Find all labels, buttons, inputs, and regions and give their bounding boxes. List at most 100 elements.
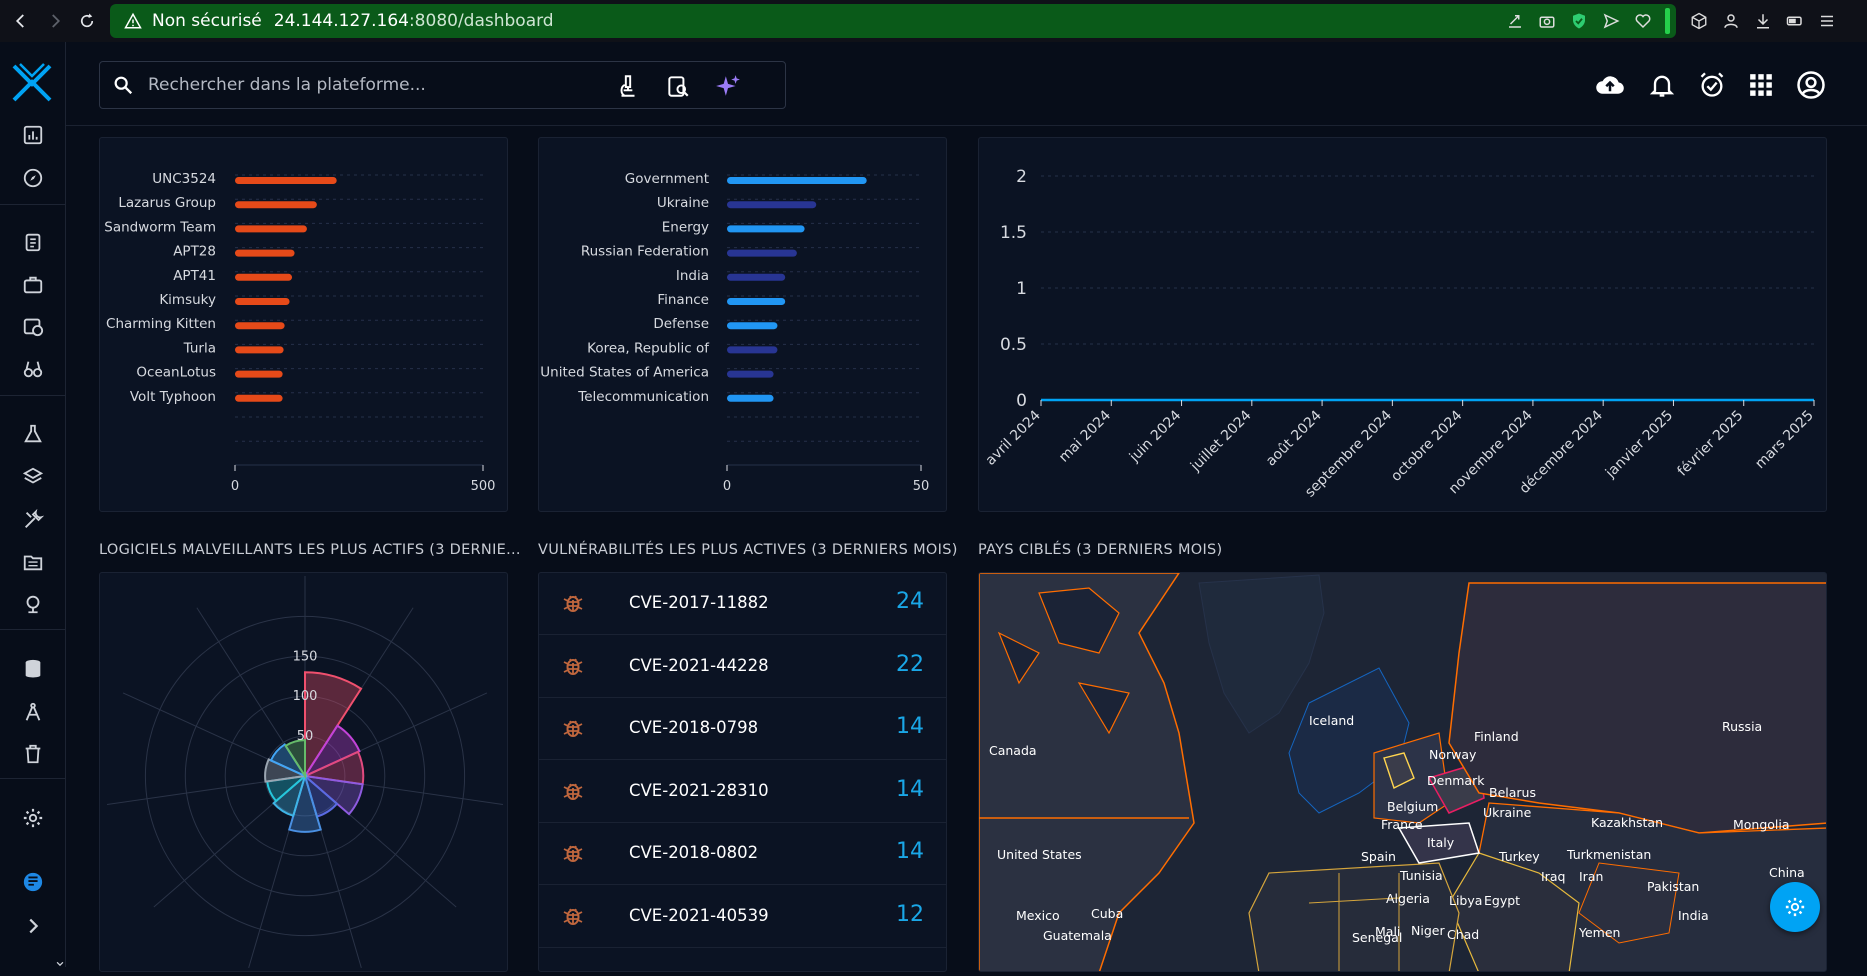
sidebar-divider xyxy=(0,204,66,205)
x-tick-label: juillet 2024 xyxy=(1187,407,1255,475)
arrow-left-icon xyxy=(15,14,24,28)
brain-icon[interactable] xyxy=(21,592,45,616)
bar xyxy=(727,370,774,378)
reload-icon xyxy=(80,13,94,28)
map-country-label: Mali xyxy=(1375,924,1401,939)
account-circle-icon[interactable] xyxy=(1796,70,1826,100)
x-tick-label: 0 xyxy=(723,479,731,494)
search-box[interactable] xyxy=(99,61,786,109)
flask-icon[interactable] xyxy=(21,422,45,446)
bar-label: Russian Federation xyxy=(581,244,709,260)
map-country-label: Tunisia xyxy=(1400,868,1443,883)
polar-slice xyxy=(304,671,363,780)
download-icon[interactable] xyxy=(1754,12,1772,30)
bug-icon xyxy=(563,783,583,800)
bar xyxy=(235,225,307,233)
polar-slice xyxy=(302,724,361,779)
bar-label: UNC3524 xyxy=(152,171,216,187)
bar-label: Lazarus Group xyxy=(118,195,216,211)
forward-button[interactable] xyxy=(38,0,72,42)
map-country-label: Italy xyxy=(1427,835,1455,850)
y-tick-label: 2 xyxy=(1016,167,1027,187)
clipboard-search-icon[interactable] xyxy=(665,73,691,99)
filigran-logo-icon[interactable] xyxy=(21,870,45,894)
map-country-label: Chad xyxy=(1447,927,1480,942)
cloud-upload-icon[interactable] xyxy=(1594,70,1626,100)
database-icon[interactable] xyxy=(21,657,45,681)
bell-icon[interactable] xyxy=(1648,70,1676,100)
dashboard-icon[interactable] xyxy=(21,123,45,147)
tools-icon[interactable] xyxy=(21,508,45,532)
profile-icon[interactable] xyxy=(1722,12,1740,30)
x-tick-label: mai 2024 xyxy=(1056,407,1114,465)
map-country-label: Turkmenistan xyxy=(1567,847,1652,862)
map-country-label: Cuba xyxy=(1091,906,1124,921)
vulnerability-row[interactable]: CVE-2017-11882 24 xyxy=(539,573,946,635)
cve-id: CVE-2021-28310 xyxy=(629,780,769,800)
bar xyxy=(235,370,283,378)
map-country-label: Iraq xyxy=(1541,869,1566,884)
map-country-label: Mexico xyxy=(1016,908,1060,923)
map-country-label: Algeria xyxy=(1386,891,1430,906)
map-country-label: India xyxy=(1678,908,1709,923)
x-tick-label: avril 2024 xyxy=(983,407,1044,468)
browser-extensions xyxy=(1690,0,1836,42)
opencti-logo[interactable] xyxy=(10,60,54,104)
binoculars-icon[interactable] xyxy=(21,357,45,381)
map-country-label: France xyxy=(1381,817,1423,832)
calendar-clock-icon[interactable] xyxy=(21,314,45,338)
sidebar-divider xyxy=(0,778,66,779)
apps-grid-icon[interactable] xyxy=(1748,72,1774,98)
malware-polar-chart: 150 100 50 xyxy=(106,576,504,969)
bar-label: APT28 xyxy=(173,244,216,260)
y-tick-label: 0.5 xyxy=(1000,335,1027,355)
alarm-check-icon[interactable] xyxy=(1698,70,1726,100)
map-country-label: Ukraine xyxy=(1483,805,1532,820)
x-tick-label: janvier 2025 xyxy=(1602,408,1676,482)
settings-fab[interactable] xyxy=(1770,882,1820,932)
vulnerability-row[interactable]: CVE-2018-0802 14 xyxy=(539,823,946,886)
vulnerability-row[interactable]: CVE-2021-40539 12 xyxy=(539,886,946,948)
expand-sidebar-icon[interactable] xyxy=(21,914,45,938)
bar-label: Turla xyxy=(183,340,216,356)
microscope-icon[interactable] xyxy=(615,73,641,99)
camera-icon[interactable] xyxy=(1538,12,1556,30)
back-button[interactable] xyxy=(4,0,38,42)
battery-icon[interactable] xyxy=(1786,12,1804,30)
menu-icon[interactable] xyxy=(1818,12,1836,30)
cve-id: CVE-2021-40539 xyxy=(629,906,769,925)
cve-id: CVE-2017-11882 xyxy=(629,593,769,612)
vulnerability-row[interactable]: CVE-2021-28310 14 xyxy=(539,761,946,823)
sparkles-icon[interactable] xyxy=(715,73,741,99)
browser-toolbar: Non sécurisé 24.144.127.164 :8080/dashbo… xyxy=(0,0,1867,42)
reload-button[interactable] xyxy=(70,0,104,42)
y-tick-label: 0 xyxy=(1016,391,1027,411)
compass-drafting-icon[interactable] xyxy=(21,700,45,724)
shield-check-icon[interactable] xyxy=(1570,12,1588,30)
address-bar[interactable]: Non sécurisé 24.144.127.164 :8080/dashbo… xyxy=(110,4,1676,38)
trash-icon[interactable] xyxy=(21,742,45,766)
search-input[interactable] xyxy=(148,75,608,95)
cube-icon[interactable] xyxy=(1690,12,1708,30)
settings-icon[interactable] xyxy=(21,806,45,830)
clipboard-icon[interactable] xyxy=(21,230,45,254)
map-country-label: Finland xyxy=(1474,729,1519,744)
vulnerability-row[interactable]: CVE-2021-44228 22 xyxy=(539,636,946,698)
layers-icon[interactable] xyxy=(21,465,45,489)
cve-id: CVE-2021-44228 xyxy=(629,655,769,675)
map-country-label: Guatemala xyxy=(1043,928,1112,943)
folder-table-icon[interactable] xyxy=(21,550,45,574)
share-icon[interactable] xyxy=(1506,12,1524,30)
vulnerability-row[interactable]: CVE-2018-0798 14 xyxy=(539,698,946,761)
compass-icon[interactable] xyxy=(21,166,45,190)
y-tick-label: 1.5 xyxy=(1000,223,1027,243)
chevron-down-icon[interactable] xyxy=(55,952,65,976)
map-country-label: Senegal xyxy=(1352,930,1403,945)
send-icon[interactable] xyxy=(1602,12,1620,30)
heart-icon[interactable] xyxy=(1634,12,1652,30)
map-country-label: Egypt xyxy=(1484,893,1521,908)
briefcase-icon[interactable] xyxy=(21,273,45,297)
map-country-label: Yemen xyxy=(1579,925,1621,940)
map-country-label: China xyxy=(1769,865,1805,880)
